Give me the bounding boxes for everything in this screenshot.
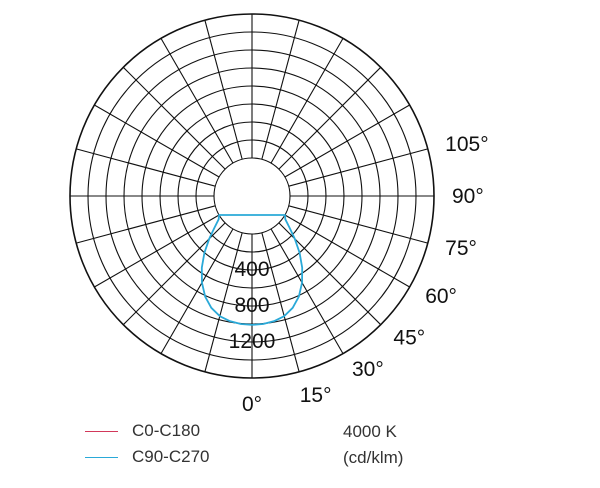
grid-spoke-135 (278, 66, 382, 170)
grid-spoke-285 (76, 205, 216, 244)
legend-swatch-c0-c180 (85, 430, 118, 432)
cct-value: 4000 K (343, 422, 397, 441)
angle-label-105: 105° (445, 133, 488, 156)
ring-label-1200: 1200 (229, 330, 276, 353)
legend-label-c90-c270: C90-C270 (132, 447, 210, 466)
intensity-curves (200, 214, 304, 326)
legend-swatch-c90-c270 (85, 456, 118, 458)
grid-spoke-15 (261, 232, 300, 372)
grid-spoke-150 (270, 38, 344, 164)
angle-label-60: 60° (425, 285, 457, 308)
grid-spoke-300 (94, 214, 220, 288)
unit-label: (cd/klm) (343, 448, 404, 467)
ring-label-400: 400 (234, 258, 269, 281)
legend: C0-C180 C90-C270 4000 K (cd/klm) (85, 420, 505, 480)
grid-spoke-60 (284, 214, 410, 288)
angle-label-15: 15° (300, 384, 332, 407)
grid-spoke-345 (204, 232, 243, 372)
grid-spoke-240 (94, 104, 220, 178)
polar-grid (69, 13, 435, 379)
grid-spoke-75 (288, 205, 428, 244)
legend-item-c90-c270: C90-C270 (85, 446, 210, 468)
grid-spoke-255 (76, 148, 216, 187)
axis-labels: 400 800 1200 0° 15° 30° 45°60° 75° 90° 105° (229, 133, 489, 416)
grid-spoke-195 (204, 20, 243, 160)
grid-spoke-120 (284, 104, 410, 178)
grid-spoke-210 (160, 38, 234, 164)
legend-item-c0-c180: C0-C180 (85, 420, 200, 442)
ring-label-800: 800 (234, 294, 269, 317)
grid-spoke-330 (160, 228, 234, 354)
grid-spoke-225 (122, 66, 226, 170)
angle-label-75: 75° (445, 237, 477, 260)
grid-spoke-165 (261, 20, 300, 160)
angle-label-0: 0° (242, 393, 262, 416)
angle-label-90: 90° (452, 185, 484, 208)
grid-spoke-105 (288, 148, 428, 187)
curve-c90-c270 (200, 214, 304, 326)
grid-spoke-30 (270, 228, 344, 354)
angle-label-45: 45° (393, 326, 425, 349)
legend-label-c0-c180: C0-C180 (132, 421, 201, 440)
grid-ring-0 (213, 157, 291, 235)
angle-label-30: 30° (352, 358, 384, 381)
